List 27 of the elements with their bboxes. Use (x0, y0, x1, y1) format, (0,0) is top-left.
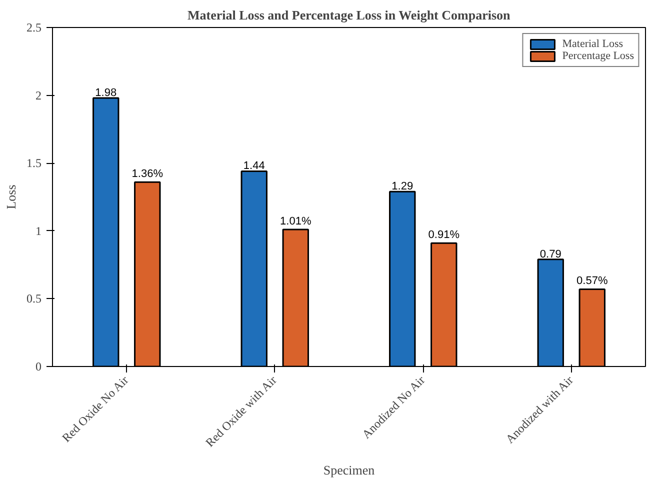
x-axis-title: Specimen (323, 462, 376, 478)
legend-label: Percentage Loss (562, 50, 634, 62)
y-tick-label: 2 (36, 88, 42, 102)
bar (430, 242, 458, 366)
legend-label: Material Loss (562, 38, 624, 50)
bar (92, 97, 120, 366)
y-tick-label: 0 (36, 360, 42, 374)
chart-title: Material Loss and Percentage Loss in Weight Comparison (188, 8, 512, 22)
data-label: 0.91% (428, 229, 460, 242)
data-label: 1.98 (95, 87, 117, 100)
y-tick-label: 2.5 (26, 20, 42, 34)
data-label: 1.29 (392, 180, 414, 193)
bar (134, 181, 161, 366)
bar (282, 228, 309, 366)
data-label: 1.44 (243, 160, 265, 172)
y-tick-label: 1.5 (26, 156, 42, 170)
data-label: 0.57% (576, 275, 608, 288)
bar (389, 190, 416, 366)
y-axis-title: Loss (4, 184, 18, 210)
data-label: 0.79 (540, 248, 562, 260)
bar (537, 258, 564, 366)
data-label: 1.01% (280, 216, 312, 228)
y-tick-label: 1 (36, 224, 42, 238)
data-label: 1.36% (132, 168, 164, 180)
y-tick-label: 0.5 (26, 292, 42, 306)
bar (240, 170, 268, 366)
bar (578, 288, 606, 366)
